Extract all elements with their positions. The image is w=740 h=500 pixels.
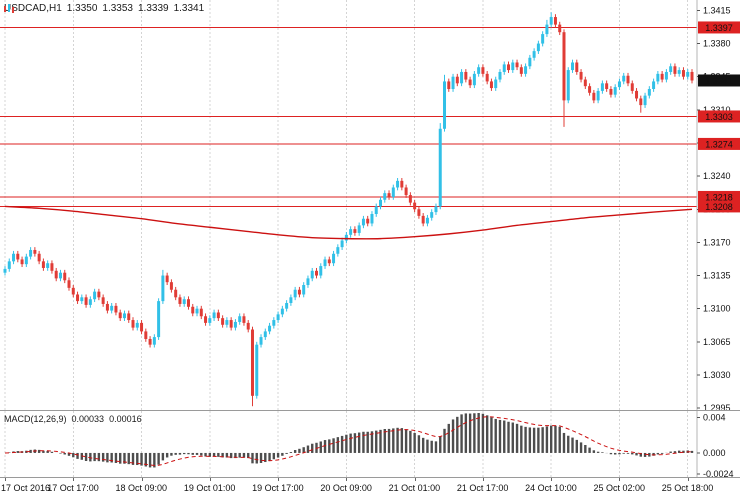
time-tick (414, 478, 416, 481)
price-tick-label: 1.3135 (703, 271, 731, 281)
macd-signal-line (4, 416, 693, 466)
chart-symbol-label: USDCAD,H1 1.3350 1.3353 1.3339 1.3341 (4, 3, 204, 14)
macd-signal-value: 0.00016 (109, 414, 142, 424)
candlestick-chart-icon (4, 4, 14, 13)
price-tick-label: 1.3065 (703, 337, 731, 347)
symbol-period-label: USDCAD,H1 (4, 3, 62, 14)
time-axis-label: 25 Oct 02:00 (593, 483, 645, 493)
level-price-badge (698, 137, 740, 150)
panel-separator[interactable] (0, 410, 740, 411)
price-badge-label: 1.3341 (705, 76, 733, 86)
price-tick-label: 1.2995 (703, 403, 731, 413)
price-badge-label: 1.3218 (705, 192, 733, 202)
time-tick (346, 478, 348, 481)
time-axis-label: 19 Oct 01:00 (183, 483, 236, 493)
time-tick (619, 478, 621, 481)
time-tick (5, 478, 6, 481)
time-tick (482, 478, 484, 481)
time-axis-label: 21 Oct 01:00 (388, 483, 441, 493)
time-tick (209, 478, 211, 481)
panel-separator (0, 477, 740, 478)
price-tick-label: 1.3030 (703, 370, 731, 380)
macd-name: MACD(12,26,9) (4, 414, 67, 424)
time-axis-label: 20 Oct 09:00 (320, 483, 372, 493)
time-tick (551, 478, 553, 481)
price-tick-label: 1.3415 (703, 5, 731, 15)
price-badge-label: 1.3274 (705, 139, 733, 149)
time-tick (278, 478, 280, 481)
price-tick-label: 1.3170 (703, 237, 731, 247)
price-badge-label: 1.3208 (705, 202, 733, 212)
time-axis-label: 25 Oct 18:00 (661, 483, 714, 493)
price-tick-label: 1.3380 (703, 39, 731, 49)
level-price-badge (698, 190, 740, 203)
time-axis-label: 17 Oct 17:00 (47, 483, 99, 493)
price-chart-canvas[interactable]: 1.34151.33801.33451.33101.32751.32401.32… (0, 0, 740, 413)
macd-axis[interactable]: 0.004 0.000 -0.0024 (696, 411, 734, 479)
price-tick-label: 1.3310 (703, 105, 731, 115)
time-tick (73, 478, 75, 481)
macd-tick-label: 0.000 (703, 448, 726, 458)
bar-high-value: 1.3353 (102, 3, 133, 14)
macd-tick-label: -0.0024 (703, 469, 734, 479)
level-price-badge (698, 110, 740, 123)
level-price-badge (698, 200, 740, 213)
level-price-badge (698, 21, 740, 34)
macd-tick-label: 0.004 (703, 413, 726, 423)
gridlines (4, 0, 689, 410)
price-badge-label: 1.3303 (705, 112, 733, 122)
price-tick-label: 1.3100 (703, 304, 731, 314)
price-tick-label: 1.3240 (703, 171, 731, 181)
time-axis-label: 24 Oct 10:00 (525, 483, 577, 493)
time-tick (141, 478, 143, 481)
moving-average-line[interactable] (4, 205, 693, 240)
bar-open-value: 1.3350 (66, 3, 98, 14)
macd-main-value: 0.00033 (71, 414, 105, 424)
price-badge-label: 1.3397 (705, 23, 733, 33)
time-axis-label: 18 Oct 09:00 (115, 483, 168, 493)
bar-low-value: 1.3339 (137, 3, 169, 14)
bid-price-badge (698, 74, 740, 87)
macd-panel-canvas[interactable]: 0.004 0.000 -0.0024 (0, 411, 740, 479)
bar-close-value: 1.3341 (173, 3, 205, 14)
macd-indicator-label: MACD(12,26,9) 0.00033 0.00016 (4, 414, 142, 424)
candlestick-series (3, 12, 694, 407)
time-tick (687, 478, 689, 481)
time-axis[interactable]: 17 Oct 2016 17 Oct 17:00 18 Oct 09:00 19 Oc… (0, 478, 740, 500)
time-axis-label: 21 Oct 17:00 (456, 483, 509, 493)
support-resistance-lines[interactable] (0, 26, 697, 207)
time-axis-label: 19 Oct 17:00 (252, 483, 304, 493)
time-axis-label: 17 Oct 2016 (1, 483, 51, 493)
